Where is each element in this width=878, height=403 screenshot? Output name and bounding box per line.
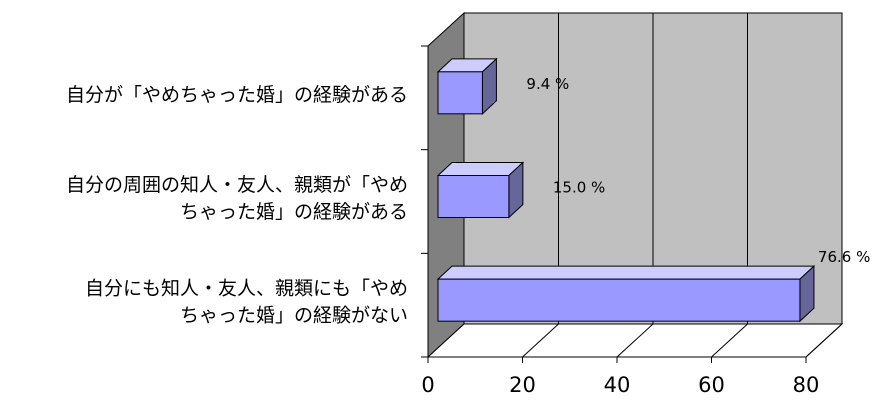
- bar-top-2: [436, 265, 816, 280]
- bar-top-1: [436, 162, 525, 176]
- x-tick-label-80: 80: [793, 373, 820, 397]
- x-tick-label-60: 60: [698, 373, 725, 397]
- floor-gridline-80: [805, 323, 843, 358]
- bar-front-2: [437, 278, 801, 322]
- value-label-1: 15.0 %: [553, 179, 605, 197]
- category-label-0: 自分が「やめちゃった婚」の経験がある: [66, 84, 408, 106]
- bar-2: [436, 265, 816, 323]
- floor-gridline-40: [616, 323, 654, 358]
- chart-labels: 0 20 40 60 80 9.4 % 自分が「やめちゃった婚」の経験がある 15.0 % 自分…: [66, 75, 870, 397]
- category-label-line: 自分にも知人・友人、親類にも「やめ: [85, 278, 408, 300]
- bar-1: [436, 161, 525, 219]
- category-label-line: ちゃった婚」の経験がない: [180, 305, 408, 327]
- category-label-1: 自分の周囲の知人・友人、親類が「やめちゃった婚」の経験がある: [66, 174, 408, 223]
- category-label-line: 自分が「やめちゃった婚」の経験がある: [66, 84, 408, 106]
- x-tick-label-20: 20: [509, 373, 536, 397]
- floor-gridline-60: [711, 323, 748, 358]
- bar-0: [436, 57, 498, 115]
- bar-front-1: [437, 175, 510, 218]
- category-label-line: 自分の周囲の知人・友人、親類が「やめ: [66, 174, 408, 196]
- x-tick-label-40: 40: [604, 373, 631, 397]
- chart-bars: [436, 57, 816, 323]
- value-label-0: 9.4 %: [526, 75, 569, 93]
- category-label-2: 自分にも知人・友人、親類にも「やめちゃった婚」の経験がない: [85, 278, 408, 327]
- value-label-2: 76.6 %: [818, 248, 870, 266]
- category-label-line: ちゃった婚」の経験がある: [180, 201, 408, 223]
- bar-front-0: [437, 71, 483, 115]
- x-tick-label-0: 0: [421, 373, 434, 397]
- floor-gridline-20: [522, 323, 559, 358]
